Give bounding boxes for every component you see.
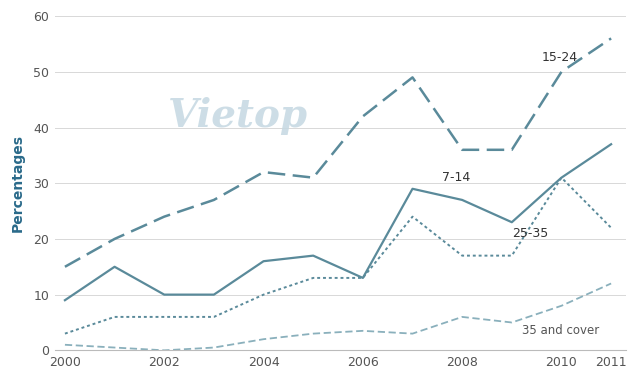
Text: 7-14: 7-14 — [442, 171, 470, 184]
Text: 35 and cover: 35 and cover — [522, 325, 599, 337]
Text: Vietop: Vietop — [168, 97, 308, 135]
Y-axis label: Percentages: Percentages — [11, 134, 25, 232]
Text: 15-24: 15-24 — [541, 51, 578, 64]
Text: 25-35: 25-35 — [512, 227, 548, 240]
